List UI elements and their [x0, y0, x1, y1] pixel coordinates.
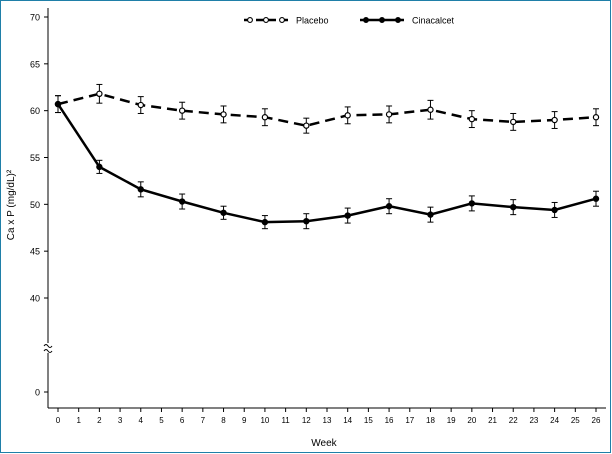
y-tick-label: 40	[30, 294, 40, 304]
data-point	[178, 107, 186, 114]
data-point	[261, 114, 269, 121]
series-cinacalcet	[54, 95, 600, 230]
data-point	[385, 111, 393, 118]
x-tick-label: 0	[56, 416, 61, 425]
y-tick-label: 55	[30, 153, 40, 163]
y-tick-label: 65	[30, 59, 40, 69]
x-tick-label: 10	[260, 416, 269, 425]
x-tick-label: 2	[97, 416, 102, 425]
data-point	[54, 100, 62, 108]
x-tick-label: 26	[592, 416, 601, 425]
x-tick-label: 22	[509, 416, 518, 425]
x-tick-label: 6	[180, 416, 185, 425]
data-point	[427, 106, 434, 113]
data-point	[427, 211, 434, 218]
data-point	[510, 203, 517, 211]
x-tick-label: 16	[385, 416, 394, 425]
x-tick-label: 20	[467, 416, 476, 425]
legend-marker	[247, 17, 253, 23]
legend-item-cinacalcet: Cinacalcet	[360, 16, 455, 26]
y-tick-label: 50	[30, 200, 40, 210]
y-tick-label: 70	[30, 13, 40, 23]
x-tick-label: 19	[447, 416, 456, 425]
x-tick-label: 15	[364, 416, 373, 425]
legend-marker	[279, 17, 285, 23]
data-point	[220, 111, 227, 118]
y-tick-label: 45	[30, 247, 40, 257]
y-axis: 0 40 45 50 55 60 65 70	[30, 8, 53, 408]
data-point	[344, 212, 351, 219]
legend: Placebo Cinacalcet	[244, 16, 455, 26]
x-axis: 0 1 2 3 4 5 6 7 8 9 10 11 12 13 14 15 16 17 18 19 20 21 22 23 24…	[48, 407, 606, 425]
data-point	[551, 206, 558, 214]
y-axis-label: Ca x P (mg/dL)²	[6, 169, 17, 240]
legend-marker	[379, 17, 385, 23]
legend-marker	[395, 17, 401, 23]
data-point	[261, 218, 269, 226]
series-line	[57, 92, 597, 127]
data-point	[96, 163, 103, 171]
x-tick-label: 4	[139, 416, 144, 425]
x-tick-label: 11	[281, 416, 290, 425]
y-axis-break-icon	[43, 344, 53, 353]
series-placebo	[54, 83, 600, 134]
x-tick-label: 18	[426, 416, 435, 425]
x-tick-label: 5	[159, 416, 164, 425]
data-point	[385, 203, 393, 210]
data-point	[303, 122, 310, 129]
data-point	[220, 209, 227, 216]
data-point	[96, 90, 103, 98]
x-tick-label: 13	[323, 416, 332, 425]
data-point	[551, 116, 558, 124]
y-tick-label: 60	[30, 106, 40, 116]
data-point	[468, 200, 476, 207]
data-point	[344, 112, 351, 119]
series-line	[56, 103, 597, 224]
x-tick-label: 8	[221, 416, 226, 425]
x-tick-label: 17	[405, 416, 414, 425]
x-tick-label: 21	[488, 416, 497, 425]
data-point	[468, 115, 476, 123]
x-tick-label: 9	[242, 416, 247, 425]
legend-label: Cinacalcet	[412, 16, 455, 26]
data-point	[137, 101, 144, 109]
legend-label: Placebo	[296, 16, 329, 26]
x-tick-label: 24	[550, 416, 559, 425]
data-point	[592, 114, 600, 121]
data-point	[592, 195, 600, 202]
x-tick-label: 12	[302, 416, 311, 425]
legend-item-placebo: Placebo	[244, 16, 329, 26]
legend-marker	[263, 17, 269, 23]
data-point	[303, 217, 310, 225]
y-tick-label: 0	[35, 388, 40, 398]
x-axis-label: Week	[311, 438, 337, 449]
data-point	[510, 118, 517, 126]
legend-marker	[363, 17, 369, 23]
series-layer	[54, 83, 600, 230]
x-tick-label: 1	[76, 416, 81, 425]
x-tick-label: 23	[529, 416, 538, 425]
data-point	[178, 198, 186, 205]
x-tick-label: 3	[118, 416, 123, 425]
x-tick-label: 25	[571, 416, 580, 425]
x-tick-label: 7	[201, 416, 206, 425]
x-tick-label: 14	[343, 416, 352, 425]
data-point	[137, 186, 144, 193]
